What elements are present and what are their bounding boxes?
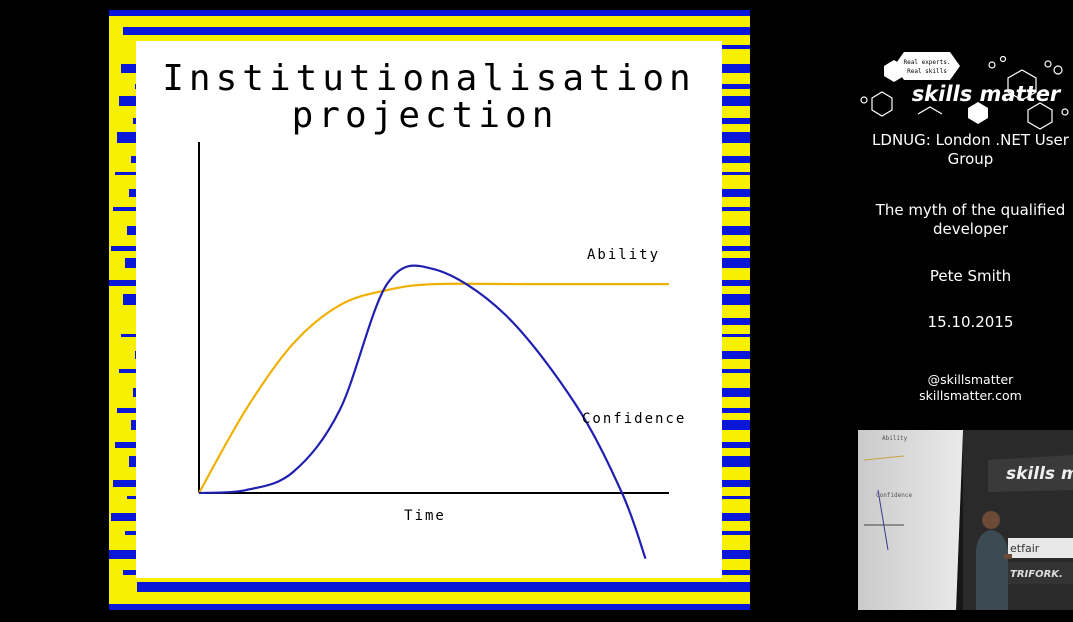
logo-tagline-2: Real skills	[907, 68, 947, 75]
event-name: LDNUG: London .NET User Group	[872, 131, 1069, 168]
slide-title-line2: projection	[292, 95, 559, 136]
ability-line	[198, 282, 669, 494]
logo-wordmark: skills matter	[912, 82, 1062, 106]
speaker-video-thumbnail: Ability Confidence skills m etfair TRIFO…	[858, 430, 1073, 610]
website: skillsmatter.com	[919, 388, 1022, 403]
video-sponsor-1: etfair	[1010, 542, 1040, 555]
video-screen-ability: Ability	[882, 435, 908, 442]
talk-title: The myth of the qualified developer	[875, 201, 1066, 238]
talk-date: 15.10.2015	[927, 313, 1014, 331]
speaker-head	[982, 511, 1000, 529]
x-axis-label: Time	[404, 508, 446, 524]
video-banner-text: skills m	[1006, 464, 1073, 484]
skills-matter-logo: Real experts. Real skills skills matter	[858, 40, 1073, 130]
chart: Time Ability Confidence	[198, 142, 686, 560]
video-sponsor-2: TRIFORK.	[1010, 569, 1063, 580]
sidebar: Real experts. Real skills skills matter …	[858, 40, 1073, 403]
video-screen-confidence: Confidence	[876, 492, 913, 499]
speaker-name: Pete Smith	[929, 267, 1012, 285]
slide: Institutionalisation projection Time Abi…	[109, 10, 750, 610]
confidence-line	[198, 264, 647, 560]
logo-tagline-1: Real experts.	[904, 59, 951, 66]
speaker-body	[976, 530, 1008, 610]
ability-series-label: Ability	[587, 247, 660, 263]
slide-title-line1: Institutionalisation	[162, 58, 695, 99]
confidence-series-label: Confidence	[582, 411, 686, 427]
slide-panel	[136, 41, 722, 578]
twitter-handle: @skillsmatter	[927, 372, 1014, 387]
